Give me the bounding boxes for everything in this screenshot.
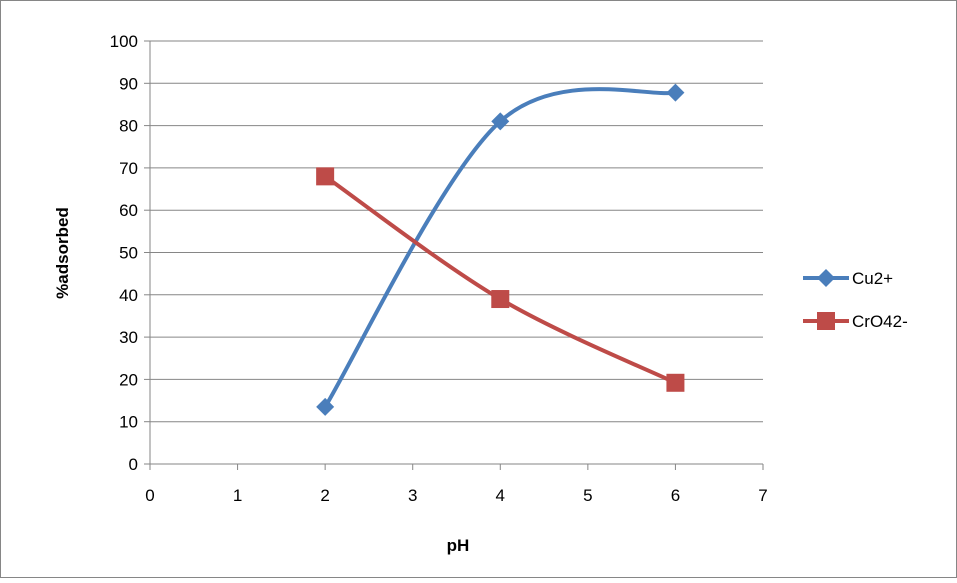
x-tick-label: 2 (320, 486, 329, 505)
y-tick-label: 30 (119, 328, 138, 347)
legend-label: CrO42- (852, 312, 908, 331)
y-tick-label: 90 (119, 74, 138, 93)
axes: 0 10 20 30 40 50 60 70 80 90 100 0 1 2 3 4 5 6 7 (110, 32, 768, 505)
legend-entry-2: CrO42- (803, 312, 908, 331)
x-tick-label: 0 (145, 486, 154, 505)
data-point (316, 397, 335, 416)
data-point (666, 373, 685, 392)
legend-marker (817, 312, 835, 330)
x-axis-title: pH (447, 536, 470, 555)
y-tick-label: 100 (110, 32, 138, 51)
y-tick-label: 60 (119, 201, 138, 220)
x-tick-label: 6 (671, 486, 680, 505)
y-tick-label: 20 (119, 370, 138, 389)
data-point (316, 167, 335, 186)
x-tick-label: 3 (408, 486, 417, 505)
y-tick-label: 40 (119, 286, 138, 305)
x-tick-label: 4 (496, 486, 505, 505)
y-tick-label: 70 (119, 159, 138, 178)
y-tick-label: 80 (119, 117, 138, 136)
data-point (491, 112, 510, 131)
series-1 (316, 83, 685, 416)
y-axis-title: %adsorbed (53, 207, 72, 299)
legend-entry-1: Cu2+ (803, 269, 893, 288)
y-tick-label: 10 (119, 413, 138, 432)
y-tick-label: 50 (119, 244, 138, 263)
series-line (323, 87, 678, 409)
data-point (491, 290, 510, 309)
gridlines (150, 40, 763, 423)
y-tick-label: 0 (129, 455, 138, 474)
x-tick-label: 7 (758, 486, 767, 505)
data-point (666, 83, 685, 102)
series-group (316, 83, 685, 416)
legend-label: Cu2+ (852, 269, 893, 288)
legend: Cu2+ CrO42- (803, 269, 908, 331)
series-2 (316, 167, 685, 392)
x-tick-label: 1 (233, 486, 242, 505)
legend-marker (817, 269, 835, 287)
x-tick-label: 5 (583, 486, 592, 505)
